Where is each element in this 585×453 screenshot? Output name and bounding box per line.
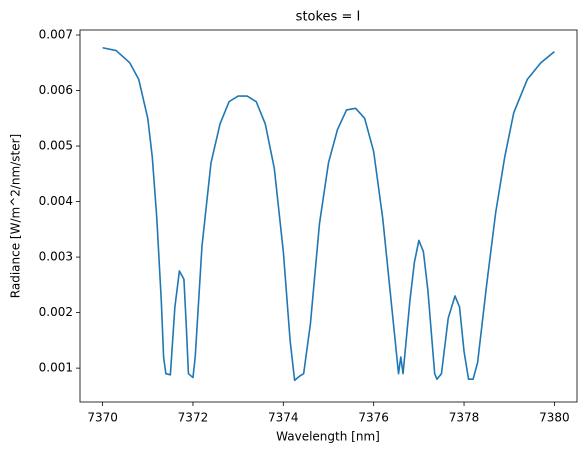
plot-frame: [79, 29, 578, 403]
y-tick-label: 0.002: [39, 305, 73, 319]
y-tick-label: 0.007: [39, 27, 73, 41]
x-tick-label: 7378: [449, 411, 480, 425]
x-tick-label: 7372: [178, 411, 209, 425]
x-tick-label: 7370: [87, 411, 118, 425]
y-axis-label: Radiance [W/m^2/nm/ster]: [9, 134, 23, 298]
chart-title: stokes = I: [296, 10, 361, 25]
y-tick-label: 0.001: [39, 361, 73, 375]
x-tick-label: 7376: [358, 411, 389, 425]
y-tick-label: 0.006: [39, 83, 73, 97]
y-tick-label: 0.004: [39, 194, 73, 208]
data-line: [102, 46, 555, 382]
x-axis-label: Wavelength [nm]: [276, 430, 380, 444]
y-tick-label: 0.003: [39, 250, 73, 264]
y-tick-label: 0.005: [39, 139, 73, 153]
x-tick-label: 7380: [539, 411, 570, 425]
x-tick-label: 7374: [268, 411, 299, 425]
